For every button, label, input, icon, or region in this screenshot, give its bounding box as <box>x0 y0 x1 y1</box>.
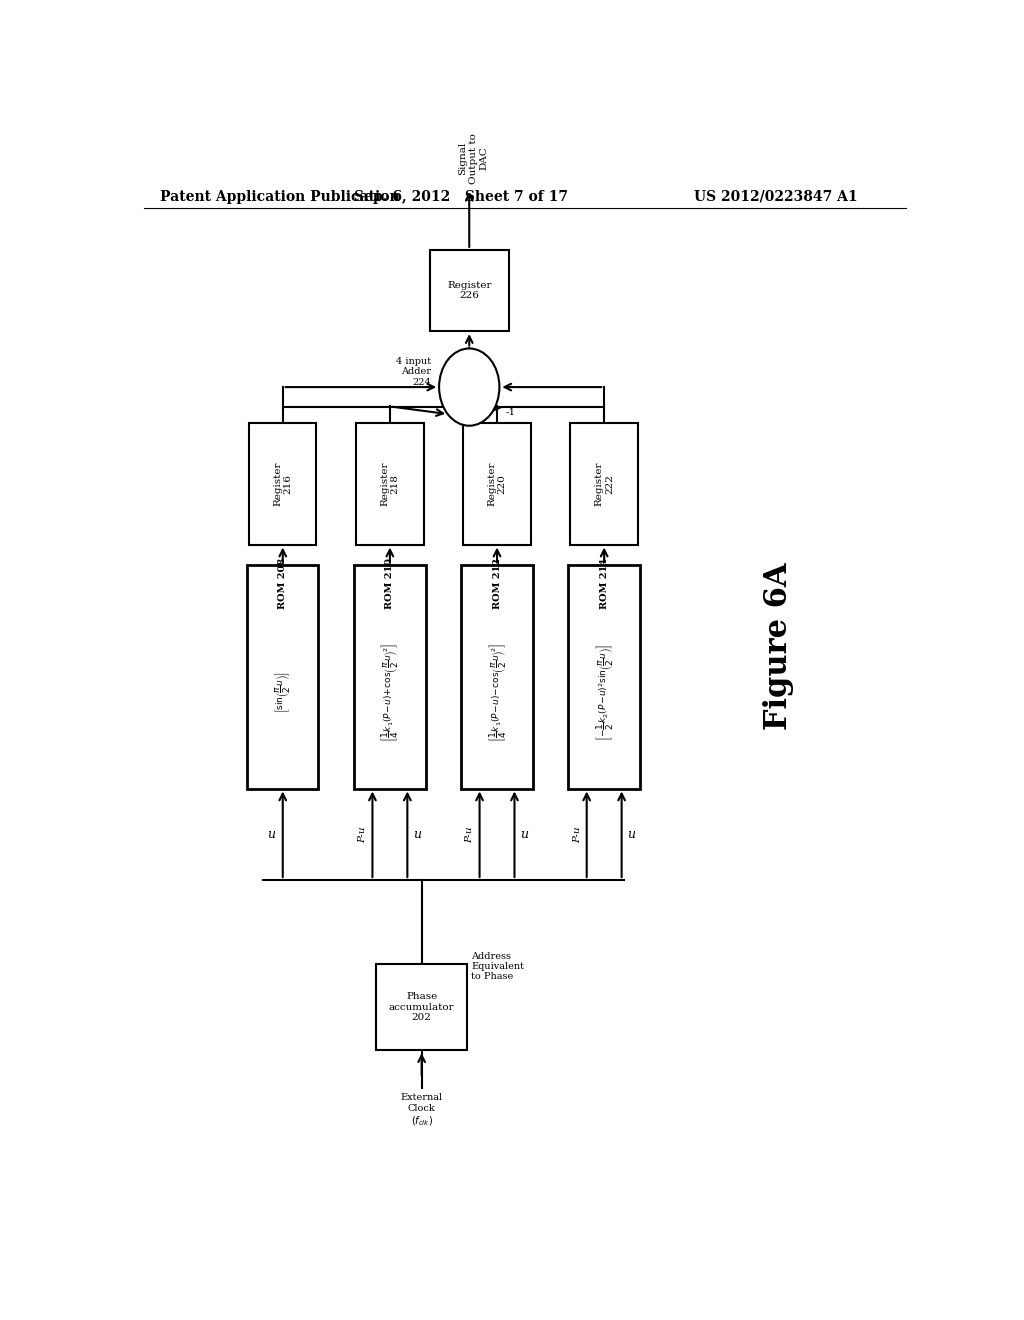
Text: $\left[\sin\!\left(\dfrac{\pi}{2}u\right)\right]$: $\left[\sin\!\left(\dfrac{\pi}{2}u\right… <box>273 671 292 713</box>
Text: Register
220: Register 220 <box>487 462 507 506</box>
Text: 4 input
Adder
224: 4 input Adder 224 <box>396 356 431 387</box>
Text: $\left[-\dfrac{1}{2}k_2(P\!-\!u)^2\sin\!\left(\dfrac{\pi}{2}u\right)\right]$: $\left[-\dfrac{1}{2}k_2(P\!-\!u)^2\sin\!… <box>594 643 614 741</box>
Text: Register
216: Register 216 <box>273 462 293 506</box>
Text: Register
222: Register 222 <box>595 462 613 506</box>
Text: P-u: P-u <box>572 826 582 842</box>
Circle shape <box>439 348 500 426</box>
Text: US 2012/0223847 A1: US 2012/0223847 A1 <box>694 190 858 203</box>
Bar <box>568 565 640 788</box>
Text: $\left[\dfrac{1}{4}k_1(P\!-\!u)\!-\!\cos\!\left(\dfrac{\pi}{2}u\right)^{\!2}\rig: $\left[\dfrac{1}{4}k_1(P\!-\!u)\!-\!\cos… <box>486 643 508 742</box>
Text: P-u: P-u <box>358 826 368 842</box>
Text: Patent Application Publication: Patent Application Publication <box>160 190 399 203</box>
Bar <box>376 964 467 1051</box>
Text: $\left[\dfrac{1}{4}k_1(P\!-\!u)\!+\!\cos\!\left(\dfrac{\pi}{2}u\right)^{\!2}\rig: $\left[\dfrac{1}{4}k_1(P\!-\!u)\!+\!\cos… <box>379 643 400 742</box>
Bar <box>354 565 426 788</box>
Text: Register
226: Register 226 <box>447 281 492 300</box>
Text: Signal
Output to
DAC: Signal Output to DAC <box>459 133 488 183</box>
Bar <box>356 422 424 545</box>
Text: Phase
accumulator
202: Phase accumulator 202 <box>389 993 455 1022</box>
Text: Sep. 6, 2012   Sheet 7 of 17: Sep. 6, 2012 Sheet 7 of 17 <box>354 190 568 203</box>
Text: ROM 214: ROM 214 <box>600 558 608 609</box>
Text: u: u <box>627 828 635 841</box>
Bar <box>430 249 509 331</box>
Text: Register
218: Register 218 <box>380 462 399 506</box>
Bar <box>247 565 318 788</box>
Text: -1: -1 <box>506 408 516 417</box>
Text: P-u: P-u <box>466 826 474 842</box>
Bar <box>570 422 638 545</box>
Text: Address
Equivalent
to Phase: Address Equivalent to Phase <box>471 952 524 981</box>
Bar <box>249 422 316 545</box>
Bar <box>463 422 530 545</box>
Text: ROM 212: ROM 212 <box>493 558 502 609</box>
Text: Figure 6A: Figure 6A <box>763 562 795 730</box>
Text: ROM 210: ROM 210 <box>385 558 394 609</box>
Text: u: u <box>267 828 274 841</box>
Text: ROM 208: ROM 208 <box>279 557 288 609</box>
Text: u: u <box>520 828 528 841</box>
Text: External
Clock
$(f_{clk})$: External Clock $(f_{clk})$ <box>400 1093 442 1129</box>
Bar <box>462 565 532 788</box>
Text: u: u <box>413 828 421 841</box>
